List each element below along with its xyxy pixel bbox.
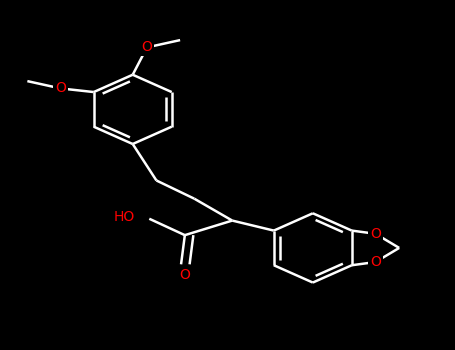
Text: O: O bbox=[370, 227, 381, 241]
Text: HO: HO bbox=[114, 210, 135, 224]
Text: O: O bbox=[370, 255, 381, 269]
Text: O: O bbox=[55, 82, 66, 96]
Text: O: O bbox=[142, 40, 152, 54]
Text: O: O bbox=[179, 268, 190, 282]
